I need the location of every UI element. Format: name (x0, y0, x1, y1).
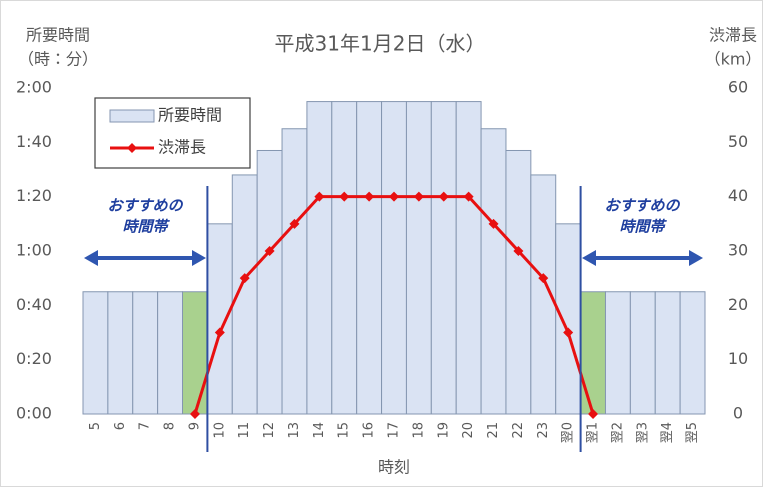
y2-tick-label: 40 (728, 186, 748, 205)
bar (182, 291, 208, 415)
y-tick-label: 1:00 (16, 241, 52, 260)
marker (538, 273, 549, 284)
legend-label: 渋滞長 (158, 138, 206, 157)
marker (314, 191, 325, 202)
bar (206, 223, 233, 415)
marker (488, 218, 499, 229)
x-tick-label: 16 (362, 422, 377, 439)
bar (82, 291, 109, 415)
x-tick-label: 13 (287, 422, 302, 439)
x-tick-label: 翌1 (586, 422, 601, 443)
y-tick-label: 1:20 (16, 186, 52, 205)
x-tick-label: 翌2 (610, 422, 625, 443)
bar (132, 291, 159, 415)
x-tick-label: 翌3 (635, 422, 650, 443)
y-tick-label: 1:40 (16, 132, 52, 151)
bar (381, 101, 407, 415)
bar (505, 149, 532, 415)
marker (588, 409, 599, 419)
bar (405, 101, 432, 415)
legend-swatch (127, 143, 137, 153)
y2-tick-label: 50 (728, 132, 748, 151)
bar (306, 101, 333, 415)
marker (513, 246, 524, 256)
annotation: 時間帯 (619, 218, 667, 236)
x-tick-label: 17 (387, 422, 402, 439)
y-tick-label: 2:00 (16, 78, 52, 97)
marker (239, 273, 250, 284)
x-tick-label: 7 (138, 422, 153, 430)
x-tick-label: 9 (187, 422, 202, 430)
arrow-head (689, 250, 703, 266)
y2-tick-label: 20 (728, 295, 748, 314)
marker (339, 191, 350, 202)
y2-axis-title: （km） (705, 50, 762, 69)
annotation: おすすめの (107, 197, 183, 215)
x-tick-label: 5 (88, 422, 103, 430)
arrow-head (84, 250, 98, 266)
chart-title: 平成31年1月2日（水） (275, 32, 486, 56)
x-tick-label: 翌5 (685, 422, 700, 443)
annotation: おすすめの (604, 197, 680, 215)
legend-label: 所要時間 (158, 106, 222, 125)
legend-swatch (109, 109, 155, 123)
y-tick-label: 0:00 (16, 404, 52, 423)
bar (604, 291, 631, 415)
bar (580, 291, 606, 415)
y2-tick-label: 60 (728, 78, 748, 97)
bar (157, 291, 184, 415)
x-tick-label: 18 (411, 422, 426, 439)
arrow-head (582, 250, 596, 266)
x-tick-label: 6 (113, 422, 128, 430)
marker (289, 218, 300, 229)
marker (389, 191, 399, 202)
bar (555, 223, 582, 415)
x-tick-label: 10 (212, 422, 227, 439)
bar (654, 291, 681, 415)
x-tick-label: 翌4 (660, 422, 675, 443)
x-tick-label: 8 (163, 422, 178, 430)
marker (214, 327, 225, 338)
x-axis-title: 時刻 (378, 458, 410, 477)
bar (455, 101, 482, 415)
annotation: 時間帯 (122, 218, 170, 236)
x-tick-label: 23 (536, 422, 551, 439)
y2-tick-label: 30 (728, 241, 748, 260)
x-tick-label: 22 (511, 422, 526, 439)
y-axis-title: （時：分） (18, 50, 98, 69)
bar (331, 101, 358, 415)
bar (629, 291, 656, 415)
bar (107, 291, 134, 415)
bar (480, 128, 507, 415)
arrow-head (192, 250, 206, 266)
marker (264, 246, 275, 256)
x-tick-label: 12 (262, 422, 277, 439)
y-axis-title: 所要時間 (26, 26, 90, 45)
marker (189, 409, 200, 419)
y2-tick-label: 10 (728, 349, 748, 368)
marker (364, 191, 375, 202)
y2-axis-title: 渋滞長 (709, 26, 757, 45)
bar (256, 149, 283, 415)
bar (281, 128, 308, 415)
x-tick-label: 15 (337, 422, 352, 439)
marker (413, 191, 424, 202)
marker (438, 191, 449, 202)
marker (563, 327, 574, 338)
x-tick-label: 14 (312, 422, 327, 439)
y2-tick-label: 0 (733, 404, 743, 423)
x-tick-label: 19 (436, 422, 451, 439)
bar (430, 101, 457, 415)
x-tick-label: 21 (486, 422, 501, 439)
y-tick-label: 0:20 (16, 349, 52, 368)
bar (679, 291, 706, 415)
bar (356, 101, 383, 415)
x-tick-label: 11 (237, 422, 252, 439)
marker (463, 191, 474, 202)
x-tick-label: 20 (461, 422, 476, 439)
y-tick-label: 0:40 (16, 295, 52, 314)
x-tick-label: 翌0 (561, 422, 576, 443)
